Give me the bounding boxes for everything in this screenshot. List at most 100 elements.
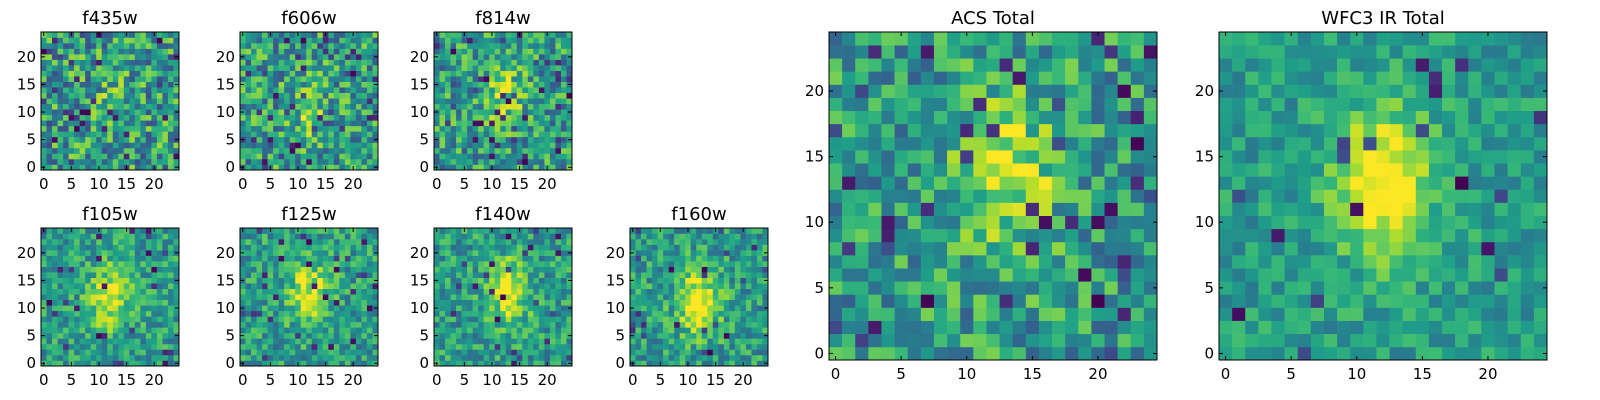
heatmap-cell bbox=[333, 81, 340, 88]
heatmap-cell bbox=[947, 189, 961, 203]
heatmap-cell bbox=[317, 272, 324, 278]
heatmap-cell bbox=[560, 272, 567, 278]
heatmap-cell bbox=[118, 164, 125, 171]
heatmap-cell bbox=[461, 266, 468, 273]
heatmap-cell bbox=[549, 272, 556, 278]
heatmap-cell bbox=[289, 272, 296, 278]
heatmap-cell bbox=[1025, 176, 1040, 190]
heatmap-cell bbox=[516, 338, 523, 345]
heatmap-cell bbox=[494, 164, 501, 171]
heatmap-cell bbox=[52, 233, 58, 240]
heatmap-cell bbox=[101, 147, 108, 154]
heatmap-cell bbox=[90, 87, 97, 94]
heatmap-cell bbox=[1012, 228, 1027, 243]
heatmap-cell bbox=[355, 250, 362, 256]
heatmap-cell bbox=[52, 98, 58, 105]
heatmap-cell bbox=[1104, 228, 1118, 243]
heatmap-cell bbox=[63, 92, 69, 99]
heatmap-cell bbox=[999, 255, 1013, 269]
heatmap-cell bbox=[57, 103, 64, 110]
heatmap-cell bbox=[560, 98, 567, 105]
heatmap-cell bbox=[544, 261, 551, 267]
heatmap-cell bbox=[344, 37, 351, 44]
heatmap-cell bbox=[156, 114, 163, 121]
heatmap-cell bbox=[372, 153, 379, 160]
heatmap-cell bbox=[478, 76, 484, 82]
heatmap-cell bbox=[450, 59, 457, 66]
heatmap-cell bbox=[96, 125, 103, 132]
heatmap-cell bbox=[278, 87, 285, 94]
heatmap-cell bbox=[947, 333, 961, 348]
heatmap-cell bbox=[328, 349, 335, 356]
heatmap-cell bbox=[145, 54, 152, 60]
heatmap-cell bbox=[566, 125, 573, 132]
heatmap-cell bbox=[173, 354, 180, 361]
heatmap-cell bbox=[483, 266, 490, 273]
heatmap-cell bbox=[52, 239, 58, 245]
heatmap-cell bbox=[500, 98, 507, 105]
heatmap-cell bbox=[46, 299, 53, 306]
heatmap-cell bbox=[461, 299, 468, 306]
heatmap-cell bbox=[107, 114, 114, 121]
heatmap-cell bbox=[1091, 346, 1105, 361]
heatmap-cell bbox=[696, 266, 703, 273]
heatmap-cell bbox=[544, 327, 551, 334]
heatmap-cells bbox=[240, 32, 379, 171]
heatmap-cell bbox=[366, 87, 373, 94]
heatmap-cell bbox=[1052, 202, 1066, 216]
heatmap-cell bbox=[328, 120, 335, 127]
heatmap-cell bbox=[1038, 228, 1053, 243]
heatmap-cell bbox=[322, 70, 329, 77]
heatmap-cell bbox=[467, 354, 473, 361]
heatmap-cell bbox=[52, 147, 58, 154]
heatmap-cell bbox=[251, 228, 257, 234]
heatmap-cell bbox=[123, 92, 130, 99]
heatmap-cell bbox=[156, 59, 163, 66]
heatmap-cell bbox=[41, 120, 47, 127]
heatmap-cell bbox=[445, 349, 451, 356]
heatmap-cell bbox=[756, 255, 763, 262]
heatmap-cell bbox=[240, 299, 246, 306]
heatmap-cell bbox=[278, 136, 285, 143]
heatmap-cell bbox=[151, 81, 158, 88]
heatmap-cell bbox=[439, 109, 446, 116]
heatmap-cell bbox=[41, 349, 47, 356]
heatmap-cell bbox=[140, 125, 147, 132]
heatmap-cell bbox=[300, 316, 307, 323]
heatmap-cell bbox=[118, 136, 125, 143]
heatmap-cell bbox=[549, 37, 556, 44]
heatmap-cell bbox=[745, 272, 752, 278]
heatmap-cell bbox=[450, 360, 457, 367]
heatmap-cell bbox=[372, 43, 379, 49]
heatmap-cell bbox=[527, 65, 534, 71]
heatmap-cell bbox=[467, 131, 473, 138]
heatmap-cell bbox=[256, 261, 263, 267]
heatmap-cell bbox=[829, 176, 843, 190]
heatmap-cell bbox=[339, 288, 346, 295]
heatmap-cell bbox=[560, 131, 567, 138]
heatmap-cell bbox=[74, 32, 80, 38]
heatmap-cell bbox=[712, 327, 719, 334]
heatmap-cell bbox=[478, 250, 484, 256]
heatmap-cell bbox=[707, 332, 714, 339]
heatmap-cell bbox=[483, 103, 490, 110]
heatmap-cell bbox=[1012, 255, 1027, 269]
heatmap-cell bbox=[538, 142, 545, 149]
heatmap-cell bbox=[79, 43, 86, 49]
heatmap-cell bbox=[96, 109, 103, 116]
heatmap-cell bbox=[74, 360, 80, 367]
heatmap-cell bbox=[162, 131, 169, 138]
heatmap-cell bbox=[118, 332, 125, 339]
heatmap-cell bbox=[489, 70, 496, 77]
heatmap-cell bbox=[740, 305, 747, 312]
heatmap-cell bbox=[712, 266, 719, 273]
heatmap-cell bbox=[933, 215, 948, 230]
heatmap-cell bbox=[355, 65, 362, 71]
heatmap-cell bbox=[538, 76, 545, 82]
heatmap-cell bbox=[278, 43, 285, 49]
heatmap-cell bbox=[262, 272, 268, 278]
heatmap-cell bbox=[505, 81, 512, 88]
heatmap-cell bbox=[734, 343, 741, 350]
heatmap-cell bbox=[167, 65, 174, 71]
heatmap-cell bbox=[734, 239, 741, 245]
